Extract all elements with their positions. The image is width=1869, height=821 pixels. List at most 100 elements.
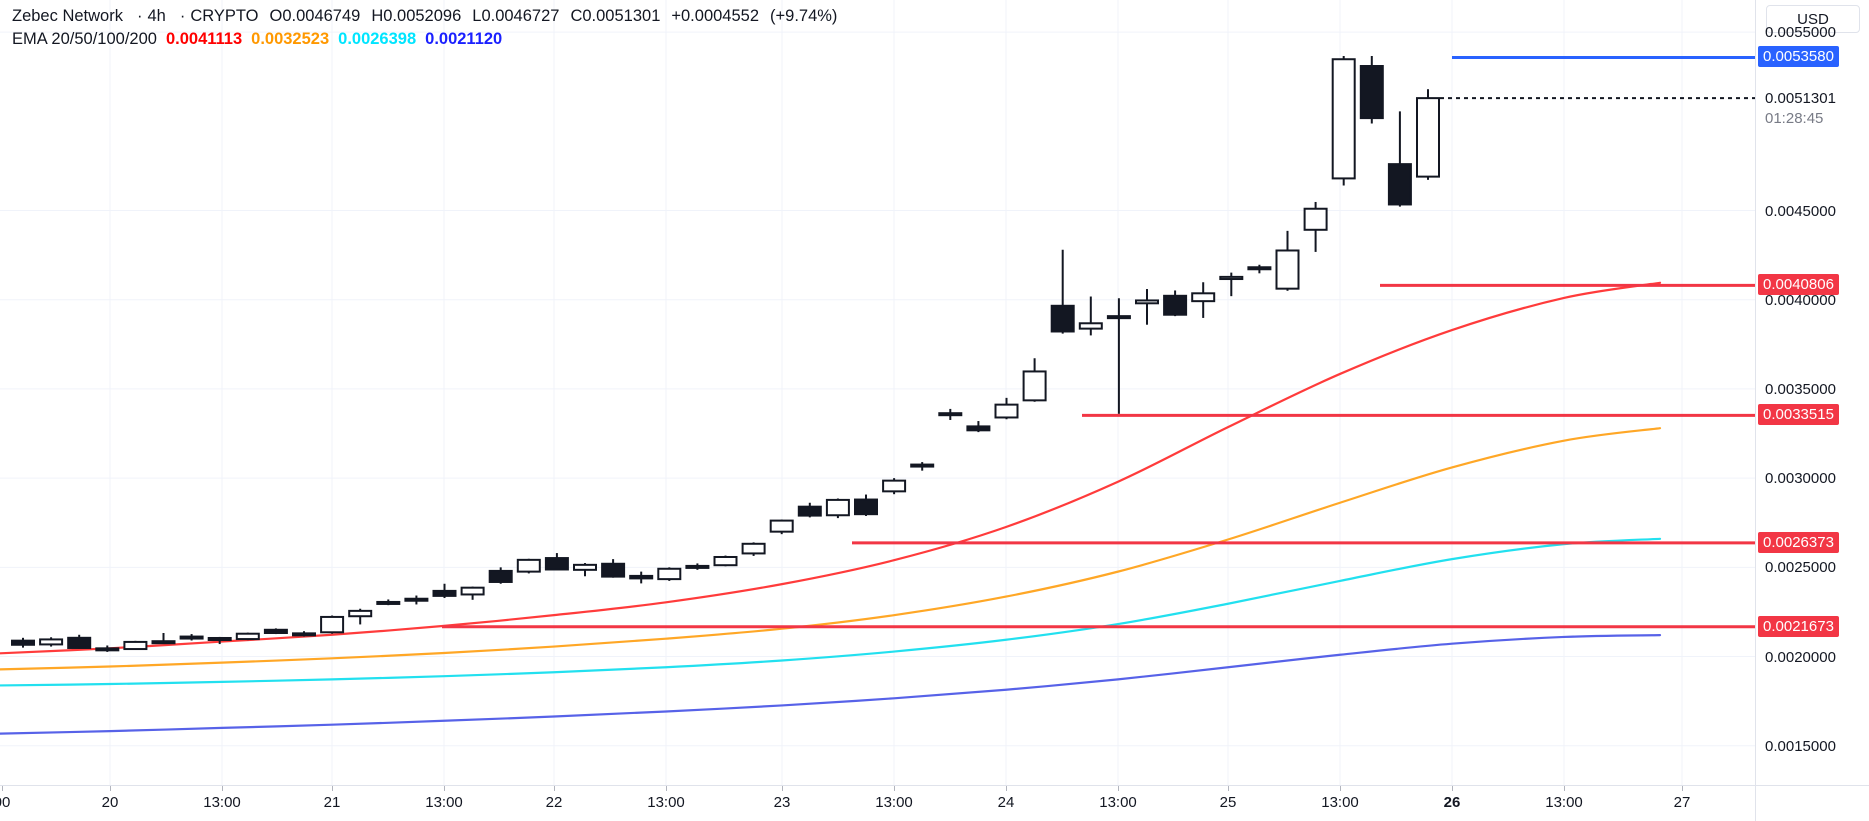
legend-symbol[interactable]: Zebec Network [12, 6, 123, 25]
axis-corner [1755, 785, 1869, 821]
legend-change: +0.0004552 [671, 6, 760, 25]
time-axis-tickmark [222, 786, 223, 791]
candlestick [882, 478, 907, 495]
candlestick [1387, 111, 1412, 207]
chart-series-layer [0, 55, 1755, 735]
time-axis-tickmark [666, 786, 667, 791]
candlestick [1275, 230, 1300, 291]
candlestick [292, 631, 316, 637]
legend-ema50-value: 0.0032523 [251, 29, 330, 48]
candlestick [516, 558, 541, 574]
chart-pane[interactable] [0, 0, 1755, 785]
legend-ohlc-row[interactable]: Zebec Network · 4h · CRYPTO O0.0046749 H… [12, 5, 837, 27]
time-axis-tick: 23 [773, 794, 791, 811]
legend-change-percent: (+9.74%) [770, 6, 838, 25]
price-axis-tick: 0.0035000 [1765, 380, 1836, 398]
time-axis-tickmark [1006, 786, 1007, 791]
legend-separator-1: · [136, 6, 143, 25]
time-axis-tick: 24 [997, 794, 1015, 811]
time-axis-tickmark [1118, 786, 1119, 791]
time-axis-tick: 13:00 [425, 794, 463, 811]
candlestick [67, 634, 92, 649]
time-axis-tickmark [1340, 786, 1341, 791]
candlestick [460, 586, 485, 600]
candlestick [854, 494, 878, 516]
legend-exchange: CRYPTO [190, 6, 259, 25]
candlestick [123, 640, 148, 651]
candlestick [825, 498, 850, 519]
time-axis-tick: 22 [545, 794, 563, 811]
candlestick [235, 632, 260, 641]
candlestick [1050, 249, 1075, 334]
time-axis-tick: 13:00 [1321, 794, 1359, 811]
time-axis-tickmark [1564, 786, 1565, 791]
candlestick [1303, 201, 1328, 252]
legend-close: C0.0051301 [570, 6, 661, 25]
candlestick [320, 615, 345, 634]
candlestick [95, 645, 120, 652]
time-axis-tickmark [110, 786, 111, 791]
candlestick [1331, 56, 1356, 186]
price-axis-tick: 0.0040000 [1765, 291, 1836, 309]
time-axis-tick: 00 [0, 794, 11, 811]
price-axis-tag[interactable]: 0.0033515 [1758, 404, 1839, 426]
candlestick [376, 599, 401, 606]
candlestick [629, 571, 654, 584]
legend-interval[interactable]: 4h [147, 6, 166, 25]
legend-high: H0.0052096 [371, 6, 462, 25]
candlestick [1191, 282, 1216, 318]
legend-ema-row[interactable]: EMA 20/50/100/200 0.0041113 0.0032523 0.… [12, 28, 837, 50]
price-axis-tick: 0.0045000 [1765, 202, 1836, 220]
candlestick [404, 595, 429, 605]
time-axis[interactable]: 00 20 13:00 21 13:00 22 13:00 23 13:00 24 13:00 25 1… [0, 785, 1755, 821]
time-axis-tickmark [1228, 786, 1229, 791]
bar-countdown-label: 01:28:45 [1765, 110, 1824, 128]
candlestick [657, 567, 682, 581]
candlestick [207, 636, 232, 645]
time-axis-tick: 13:00 [647, 794, 685, 811]
price-axis-tag[interactable]: 0.0021673 [1758, 615, 1839, 637]
candlestick [1416, 89, 1440, 180]
price-axis-tag[interactable]: 0.0040806 [1758, 274, 1839, 296]
candlestick [1219, 272, 1244, 297]
candlestick [769, 519, 794, 535]
candlestick [488, 567, 513, 584]
time-axis-tickmark [1682, 786, 1683, 791]
time-axis-tickmark [894, 786, 895, 791]
legend-separator-2: · [179, 6, 186, 25]
time-axis-tickmark [1452, 786, 1453, 791]
candlestick [1163, 290, 1188, 317]
candlestick [994, 397, 1019, 420]
candlestick [11, 637, 35, 648]
candlestick [1078, 296, 1103, 336]
candlestick [938, 408, 963, 420]
price-axis-tick: 0.0030000 [1765, 470, 1836, 488]
candlestick [39, 637, 64, 647]
chart-legend: Zebec Network · 4h · CRYPTO O0.0046749 H… [12, 5, 837, 50]
legend-ema-title[interactable]: EMA 20/50/100/200 [12, 29, 157, 48]
legend-low: L0.0046727 [472, 6, 560, 25]
candlestick [432, 583, 457, 599]
currency-badge[interactable]: USD [1766, 5, 1860, 33]
price-axis-tick: 0.0020000 [1765, 648, 1836, 666]
candlestick [1135, 289, 1159, 325]
time-axis-tick: 13:00 [203, 794, 241, 811]
price-axis-tick: 0.0055000 [1765, 24, 1836, 42]
legend-ema20-value: 0.0041113 [165, 29, 243, 48]
candlestick [685, 563, 710, 570]
legend-ema100-value: 0.0026398 [338, 29, 417, 48]
time-axis-tickmark [444, 786, 445, 791]
price-axis-tag[interactable]: 0.0053580 [1758, 46, 1839, 68]
price-axis-tick: 0.0015000 [1765, 737, 1836, 755]
time-axis-tick: 20 [101, 794, 119, 811]
candlestick [1247, 264, 1272, 274]
time-axis-tick: 25 [1219, 794, 1237, 811]
time-axis-tick: 26 [1443, 794, 1461, 811]
candlestick [573, 563, 597, 577]
time-axis-tickmark [782, 786, 783, 791]
price-axis-tag[interactable]: 0.0026373 [1758, 531, 1839, 553]
legend-ema200-value: 0.0021120 [425, 29, 503, 48]
price-axis[interactable]: USD 0.0055000 0.0045000 0.0040000 0.0035000… [1755, 0, 1869, 785]
candlestick [713, 555, 738, 567]
